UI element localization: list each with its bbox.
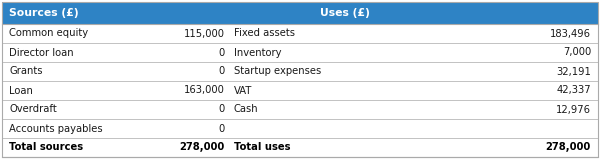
Text: Cash: Cash bbox=[234, 104, 259, 114]
Text: 183,496: 183,496 bbox=[550, 29, 591, 38]
Text: Uses (£): Uses (£) bbox=[320, 8, 370, 18]
Text: Overdraft: Overdraft bbox=[9, 104, 57, 114]
Text: Startup expenses: Startup expenses bbox=[234, 67, 321, 76]
Text: 32,191: 32,191 bbox=[556, 67, 591, 76]
Text: Inventory: Inventory bbox=[234, 47, 281, 58]
Text: Sources (£): Sources (£) bbox=[9, 8, 79, 18]
Text: 278,000: 278,000 bbox=[546, 142, 591, 153]
Text: Accounts payables: Accounts payables bbox=[9, 124, 103, 133]
Text: 115,000: 115,000 bbox=[184, 29, 225, 38]
Text: Fixed assets: Fixed assets bbox=[234, 29, 295, 38]
Bar bbox=[2, 2, 598, 24]
Text: 12,976: 12,976 bbox=[556, 104, 591, 114]
Text: Grants: Grants bbox=[9, 67, 43, 76]
Text: 163,000: 163,000 bbox=[184, 86, 225, 96]
Text: 278,000: 278,000 bbox=[180, 142, 225, 153]
Text: Director loan: Director loan bbox=[9, 47, 74, 58]
Text: 0: 0 bbox=[219, 124, 225, 133]
Text: 0: 0 bbox=[219, 67, 225, 76]
Text: VAT: VAT bbox=[234, 86, 253, 96]
Text: Total uses: Total uses bbox=[234, 142, 290, 153]
Text: Loan: Loan bbox=[9, 86, 33, 96]
Text: 0: 0 bbox=[219, 104, 225, 114]
Text: 7,000: 7,000 bbox=[563, 47, 591, 58]
Text: Common equity: Common equity bbox=[9, 29, 88, 38]
Text: Total sources: Total sources bbox=[9, 142, 83, 153]
Text: 42,337: 42,337 bbox=[556, 86, 591, 96]
Text: 0: 0 bbox=[219, 47, 225, 58]
